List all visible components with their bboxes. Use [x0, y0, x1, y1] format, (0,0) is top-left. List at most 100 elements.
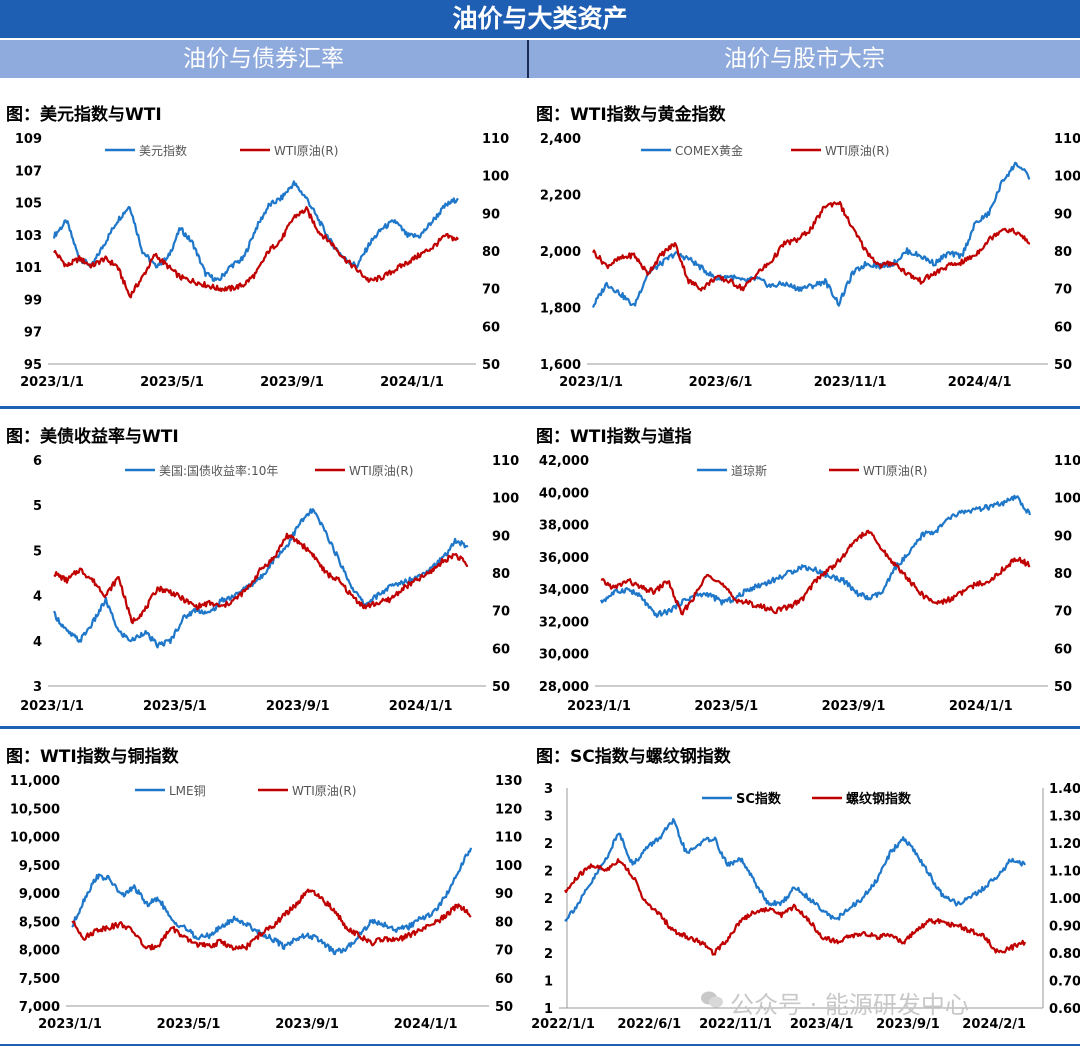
- y-tick-label: 40,000: [539, 486, 589, 501]
- y-tick-label: 10,500: [10, 802, 60, 817]
- series-line-1: [600, 529, 1031, 616]
- chart-sc-rebar: 1 1 2 2 2 2 2 3 3 0.60 0.70 0.80 0.90 1.00 1.10 1.20 1.3…: [531, 782, 1080, 1032]
- chart-title-gold: 图：WTI指数与黄金指数: [536, 105, 726, 125]
- y-tick-label: 2: [544, 865, 553, 880]
- y-tick-label: 95: [24, 358, 42, 373]
- chart-wti-gold: 1,600 1,800 2,000 2,200 2,400 50 60 70 80 90 100 11…: [540, 132, 1080, 390]
- y2-tick-label: 110: [495, 831, 522, 846]
- x-tick-label: 2023/4/1: [790, 1017, 854, 1032]
- series-line-1: [53, 206, 459, 299]
- series-line-1: [53, 532, 469, 625]
- x-tick-label: 2023/1/1: [38, 1017, 102, 1032]
- x-tick-label: 2023/9/1: [876, 1017, 940, 1032]
- y-tick-label: 4: [33, 635, 42, 650]
- y-tick-label: 107: [15, 164, 42, 179]
- y2-tick-label: 80: [1054, 567, 1072, 582]
- y-tick-label: 1: [544, 975, 553, 990]
- y-tick-label: 2: [544, 947, 553, 962]
- y2-tick-label: 80: [482, 245, 500, 260]
- y-tick-label: 2: [544, 837, 553, 852]
- legend-label: WTI原油(R): [825, 144, 889, 158]
- x-tick-label: 2024/1/1: [389, 699, 453, 714]
- y-tick-label: 2: [544, 892, 553, 907]
- x-tick-label: 2024/2/1: [962, 1017, 1026, 1032]
- y2-tick-label: 50: [1054, 680, 1072, 695]
- x-tick-label: 2023/1/1: [20, 699, 84, 714]
- y-tick-label: 103: [15, 229, 42, 244]
- page-title: 油价与大类资产: [0, 0, 1080, 38]
- y2-tick-label: 90: [492, 529, 510, 544]
- y-tick-label: 3: [544, 782, 553, 797]
- y2-tick-label: 0.90: [1049, 920, 1080, 935]
- y2-tick-label: 60: [1054, 320, 1072, 335]
- chart-usd-wti: 95 97 99 101 103 105 107 109 50 60 70 80 90 100 110 202…: [15, 132, 509, 390]
- chart-title-yield: 图：美债收益率与WTI: [6, 427, 179, 447]
- y-tick-label: 9,500: [19, 859, 60, 874]
- chart-title-copper: 图：WTI指数与铜指数: [6, 747, 179, 767]
- section-right-title: 油价与股市大宗: [529, 40, 1080, 78]
- bottom-rule: [0, 1044, 1080, 1046]
- y2-tick-label: 0.70: [1049, 975, 1080, 990]
- y2-tick-label: 60: [495, 972, 513, 987]
- y-tick-label: 2,000: [540, 245, 581, 260]
- y-tick-label: 8,500: [19, 915, 60, 930]
- x-tick-label: 2023/5/1: [694, 699, 758, 714]
- row-divider-1: [0, 406, 1080, 409]
- x-tick-label: 2024/1/1: [949, 699, 1013, 714]
- y-tick-label: 7,500: [19, 972, 60, 987]
- y2-tick-label: 120: [495, 802, 522, 817]
- x-tick-label: 2024/1/1: [380, 375, 444, 390]
- chart-title-usd: 图：美元指数与WTI: [6, 105, 162, 125]
- y2-tick-label: 110: [482, 132, 509, 147]
- y-tick-label: 2,400: [540, 132, 581, 147]
- y-tick-label: 2: [544, 920, 553, 935]
- y2-tick-label: 1.30: [1049, 810, 1080, 825]
- y-tick-label: 28,000: [539, 680, 589, 695]
- x-tick-label: 2024/1/1: [394, 1017, 458, 1032]
- row-divider-2: [0, 726, 1080, 729]
- x-tick-label: 2023/6/1: [689, 375, 753, 390]
- y2-tick-label: 60: [492, 642, 510, 657]
- chart-title-sc: 图：SC指数与螺纹钢指数: [536, 747, 731, 767]
- y2-tick-label: 90: [1054, 529, 1072, 544]
- y2-tick-label: 70: [1054, 283, 1072, 298]
- y2-tick-label: 70: [492, 605, 510, 620]
- y2-tick-label: 100: [1054, 170, 1080, 185]
- x-tick-label: 2022/6/1: [617, 1017, 681, 1032]
- y2-tick-label: 80: [1054, 245, 1072, 260]
- y2-tick-label: 50: [1054, 358, 1072, 373]
- y2-tick-label: 50: [492, 680, 510, 695]
- y-tick-label: 3: [544, 810, 553, 825]
- y2-tick-label: 0.60: [1049, 1002, 1080, 1017]
- y-tick-label: 2,200: [540, 189, 581, 204]
- y-tick-label: 1,600: [540, 358, 581, 373]
- x-tick-label: 2023/9/1: [822, 699, 886, 714]
- legend-label: SC指数: [736, 791, 782, 807]
- series-line-1: [71, 888, 472, 951]
- y2-tick-label: 60: [482, 320, 500, 335]
- series-line-0: [53, 508, 469, 649]
- y2-tick-label: 1.20: [1049, 837, 1080, 852]
- series-line-1: [592, 200, 1031, 292]
- y2-tick-label: 90: [482, 207, 500, 222]
- legend-label: 美国:国债收益率:10年: [159, 463, 278, 478]
- y2-tick-label: 70: [495, 944, 513, 959]
- y2-tick-label: 1.10: [1049, 865, 1080, 880]
- x-tick-label: 2023/9/1: [266, 699, 330, 714]
- y2-tick-label: 90: [1054, 207, 1072, 222]
- y-tick-label: 6: [33, 454, 42, 469]
- y2-tick-label: 1.40: [1049, 782, 1080, 797]
- y-tick-label: 1: [544, 1002, 553, 1017]
- y-tick-label: 10,000: [10, 831, 60, 846]
- series-line-0: [564, 818, 1026, 922]
- y2-tick-label: 110: [492, 454, 519, 469]
- y2-tick-label: 90: [495, 887, 513, 902]
- y-tick-label: 34,000: [539, 583, 589, 598]
- series-line-0: [591, 161, 1031, 308]
- y-tick-label: 11,000: [10, 774, 60, 789]
- y-tick-label: 105: [15, 197, 42, 212]
- legend-label: WTI原油(R): [274, 144, 338, 158]
- series-line-0: [599, 494, 1032, 618]
- y-tick-label: 109: [15, 132, 42, 147]
- legend-label: 道琼斯: [731, 463, 767, 478]
